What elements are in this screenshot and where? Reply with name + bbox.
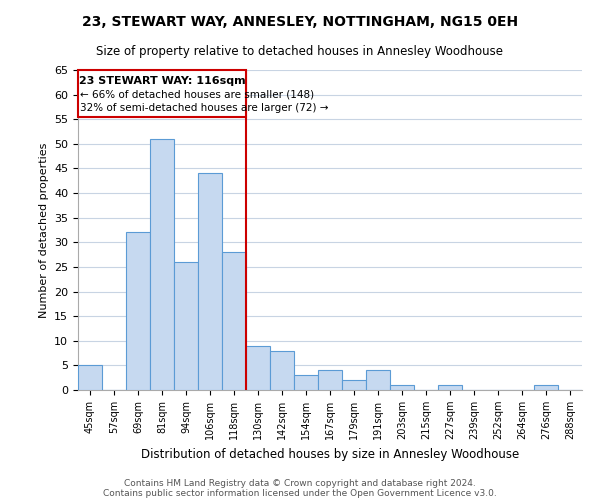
Text: 23, STEWART WAY, ANNESLEY, NOTTINGHAM, NG15 0EH: 23, STEWART WAY, ANNESLEY, NOTTINGHAM, N… [82,15,518,29]
Bar [318,370,342,390]
Bar [342,380,366,390]
Bar [222,252,246,390]
Bar [534,385,558,390]
Bar [438,385,462,390]
Text: Size of property relative to detached houses in Annesley Woodhouse: Size of property relative to detached ho… [97,45,503,58]
Text: 23 STEWART WAY: 116sqm: 23 STEWART WAY: 116sqm [79,76,245,86]
Bar [270,350,294,390]
Text: 32% of semi-detached houses are larger (72) →: 32% of semi-detached houses are larger (… [80,103,329,113]
Y-axis label: Number of detached properties: Number of detached properties [38,142,49,318]
Bar [174,262,198,390]
Bar [294,375,318,390]
Bar [78,70,246,117]
Bar [150,139,174,390]
Bar [246,346,270,390]
Bar [198,174,222,390]
Text: ← 66% of detached houses are smaller (148): ← 66% of detached houses are smaller (14… [80,90,314,100]
X-axis label: Distribution of detached houses by size in Annesley Woodhouse: Distribution of detached houses by size … [141,448,519,460]
Bar [78,366,102,390]
Bar [126,232,150,390]
Bar [390,385,414,390]
Text: Contains public sector information licensed under the Open Government Licence v3: Contains public sector information licen… [103,488,497,498]
Bar [366,370,390,390]
Text: Contains HM Land Registry data © Crown copyright and database right 2024.: Contains HM Land Registry data © Crown c… [124,478,476,488]
